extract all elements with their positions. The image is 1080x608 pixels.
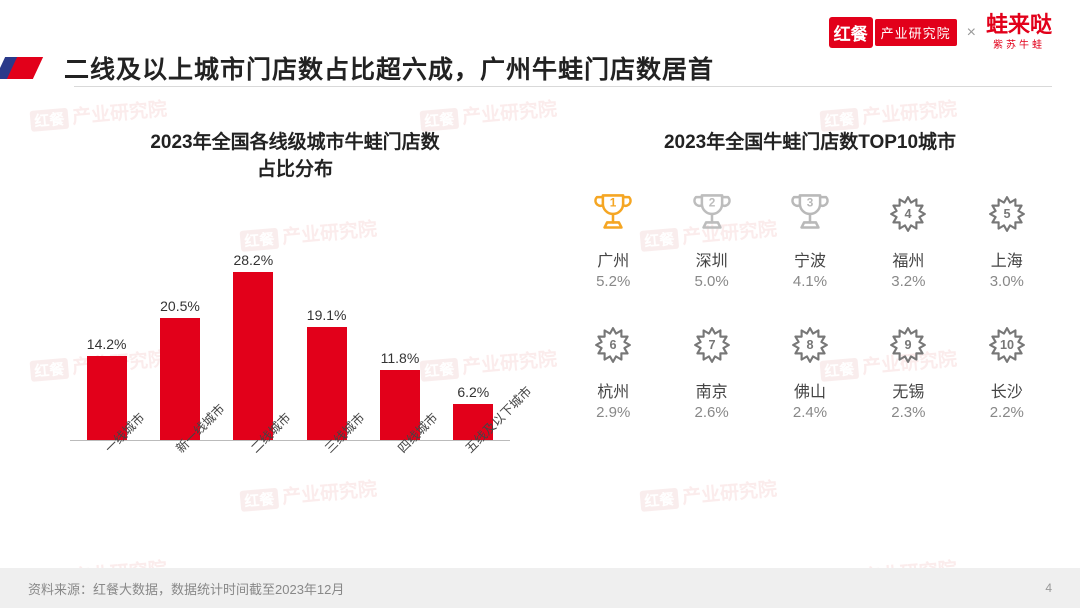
- bar-value-label: 20.5%: [160, 298, 200, 314]
- brand-logo-2-sub: 紫苏牛蛙: [986, 36, 1052, 51]
- svg-text:5: 5: [1003, 207, 1010, 221]
- bar-chart-title-line1: 2023年全国各线级城市牛蛙门店数: [70, 130, 520, 157]
- title-bar: 二线及以上城市门店数占比超六成，广州牛蛙门店数居首: [0, 50, 1080, 86]
- svg-text:7: 7: [708, 338, 715, 352]
- bar-value-label: 28.2%: [233, 252, 273, 268]
- bar-chart-area: 14.2%20.5%28.2%19.1%11.8%6.2% 一线城市新一线城市二…: [70, 209, 520, 489]
- page-number: 4: [1045, 581, 1052, 595]
- ranking-grid: 1 广州 5.2% 2 深圳 5.0% 3 宁波 4.1% 4 福州 3.2% 5 上海 3.0% 6 杭州 2.…: [570, 187, 1050, 421]
- rank-city: 广州: [570, 247, 656, 271]
- rank-item: 7 南京 2.6%: [668, 318, 754, 421]
- bar-category-label: 四线城市: [363, 441, 436, 495]
- svg-text:1: 1: [610, 195, 617, 209]
- badge-icon: 6: [586, 320, 640, 370]
- content-area: 2023年全国各线级城市牛蛙门店数 占比分布 14.2%20.5%28.2%19…: [0, 120, 1080, 548]
- title-accent-icon: [0, 57, 40, 79]
- bar-category-label: 三线城市: [290, 441, 363, 495]
- svg-text:3: 3: [807, 195, 814, 209]
- badge-icon: 10: [980, 320, 1034, 370]
- trophy-icon: 3: [783, 187, 837, 241]
- rank-item: 5 上海 3.0%: [964, 187, 1050, 290]
- ranking-title: 2023年全国牛蛙门店数TOP10城市: [570, 130, 1050, 157]
- rank-item: 10 长沙 2.2%: [964, 318, 1050, 421]
- badge-icon: 5: [980, 189, 1034, 239]
- rank-city: 杭州: [570, 378, 656, 402]
- rank-city: 长沙: [964, 378, 1050, 402]
- bar-chart-panel: 2023年全国各线级城市牛蛙门店数 占比分布 14.2% 20.5% 28.2% 19…: [0, 120, 540, 548]
- ranking-panel: 2023年全国牛蛙门店数TOP10城市 1 广州 5.2% 2 深圳 5.0% 3 宁波 4.1…: [540, 120, 1080, 548]
- brand-logo-1-square: 红餐: [829, 17, 873, 48]
- bar-category-label: 新一线城市: [143, 441, 216, 495]
- bar-chart-categories: 一线城市新一线城市二线城市三线城市四线城市五线及以下城市: [70, 441, 510, 495]
- svg-text:10: 10: [1000, 338, 1014, 352]
- brand-logo-1: 红餐 产业研究院: [829, 17, 957, 48]
- rank-item: 6 杭州 2.9%: [570, 318, 656, 421]
- bar-category-label: 一线城市: [70, 441, 143, 495]
- badge-icon: 8: [783, 320, 837, 370]
- footer-source: 资料来源：红餐大数据，数据统计时间截至2023年12月: [28, 579, 344, 598]
- svg-text:9: 9: [905, 338, 912, 352]
- rank-city: 佛山: [767, 378, 853, 402]
- rank-pct: 4.1%: [767, 273, 853, 290]
- rank-pct: 2.3%: [865, 404, 951, 421]
- rank-pct: 2.2%: [964, 404, 1050, 421]
- badge-icon: 7: [685, 320, 739, 370]
- rank-icon-wrap: 2: [668, 187, 754, 241]
- bar-value-label: 11.8%: [381, 350, 420, 366]
- page-title: 二线及以上城市门店数占比超六成，广州牛蛙门店数居首: [64, 50, 714, 86]
- svg-text:6: 6: [610, 338, 617, 352]
- rank-icon-wrap: 6: [570, 318, 656, 372]
- rank-pct: 2.9%: [570, 404, 656, 421]
- logo-divider: ×: [967, 24, 976, 42]
- brand-logo-2: 蛙来哒 紫苏牛蛙: [986, 14, 1052, 51]
- footer: 资料来源：红餐大数据，数据统计时间截至2023年12月 4: [0, 568, 1080, 608]
- rank-item: 1 广州 5.2%: [570, 187, 656, 290]
- title-underline: [74, 86, 1052, 87]
- rank-pct: 3.2%: [865, 273, 951, 290]
- rank-icon-wrap: 3: [767, 187, 853, 241]
- rank-city: 南京: [668, 378, 754, 402]
- rank-item: 8 佛山 2.4%: [767, 318, 853, 421]
- badge-icon: 9: [881, 320, 935, 370]
- rank-city: 深圳: [668, 247, 754, 271]
- rank-icon-wrap: 8: [767, 318, 853, 372]
- header-logos: 红餐 产业研究院 × 蛙来哒 紫苏牛蛙: [829, 14, 1052, 51]
- rank-city: 宁波: [767, 247, 853, 271]
- rank-icon-wrap: 5: [964, 187, 1050, 241]
- rank-city: 无锡: [865, 378, 951, 402]
- bar-chart-bars: 14.2% 20.5% 28.2% 19.1% 11.8% 6.2%: [70, 209, 510, 441]
- bar-value-label: 14.2%: [87, 336, 127, 352]
- brand-logo-1-text: 产业研究院: [875, 19, 957, 46]
- bar-rect: [233, 272, 273, 441]
- rank-pct: 5.0%: [668, 273, 754, 290]
- trophy-icon: 2: [685, 187, 739, 241]
- bar-chart-title-line2: 占比分布: [70, 157, 520, 184]
- rank-icon-wrap: 1: [570, 187, 656, 241]
- bar-value-label: 6.2%: [457, 384, 489, 400]
- svg-text:4: 4: [905, 207, 912, 221]
- rank-pct: 5.2%: [570, 273, 656, 290]
- rank-icon-wrap: 7: [668, 318, 754, 372]
- rank-item: 2 深圳 5.0%: [668, 187, 754, 290]
- rank-item: 3 宁波 4.1%: [767, 187, 853, 290]
- bar-chart-title: 2023年全国各线级城市牛蛙门店数 占比分布: [70, 130, 520, 183]
- rank-item: 4 福州 3.2%: [865, 187, 951, 290]
- rank-icon-wrap: 10: [964, 318, 1050, 372]
- bar-category-label: 二线城市: [217, 441, 290, 495]
- rank-pct: 3.0%: [964, 273, 1050, 290]
- trophy-icon: 1: [586, 187, 640, 241]
- svg-text:8: 8: [806, 338, 813, 352]
- badge-icon: 4: [881, 189, 935, 239]
- rank-icon-wrap: 4: [865, 187, 951, 241]
- rank-city: 上海: [964, 247, 1050, 271]
- bar-category-label: 五线及以下城市: [437, 441, 510, 495]
- brand-logo-2-main: 蛙来哒: [986, 14, 1052, 36]
- rank-pct: 2.6%: [668, 404, 754, 421]
- rank-city: 福州: [865, 247, 951, 271]
- rank-icon-wrap: 9: [865, 318, 951, 372]
- bar-value-label: 19.1%: [307, 307, 347, 323]
- rank-item: 9 无锡 2.3%: [865, 318, 951, 421]
- svg-text:2: 2: [708, 195, 715, 209]
- rank-pct: 2.4%: [767, 404, 853, 421]
